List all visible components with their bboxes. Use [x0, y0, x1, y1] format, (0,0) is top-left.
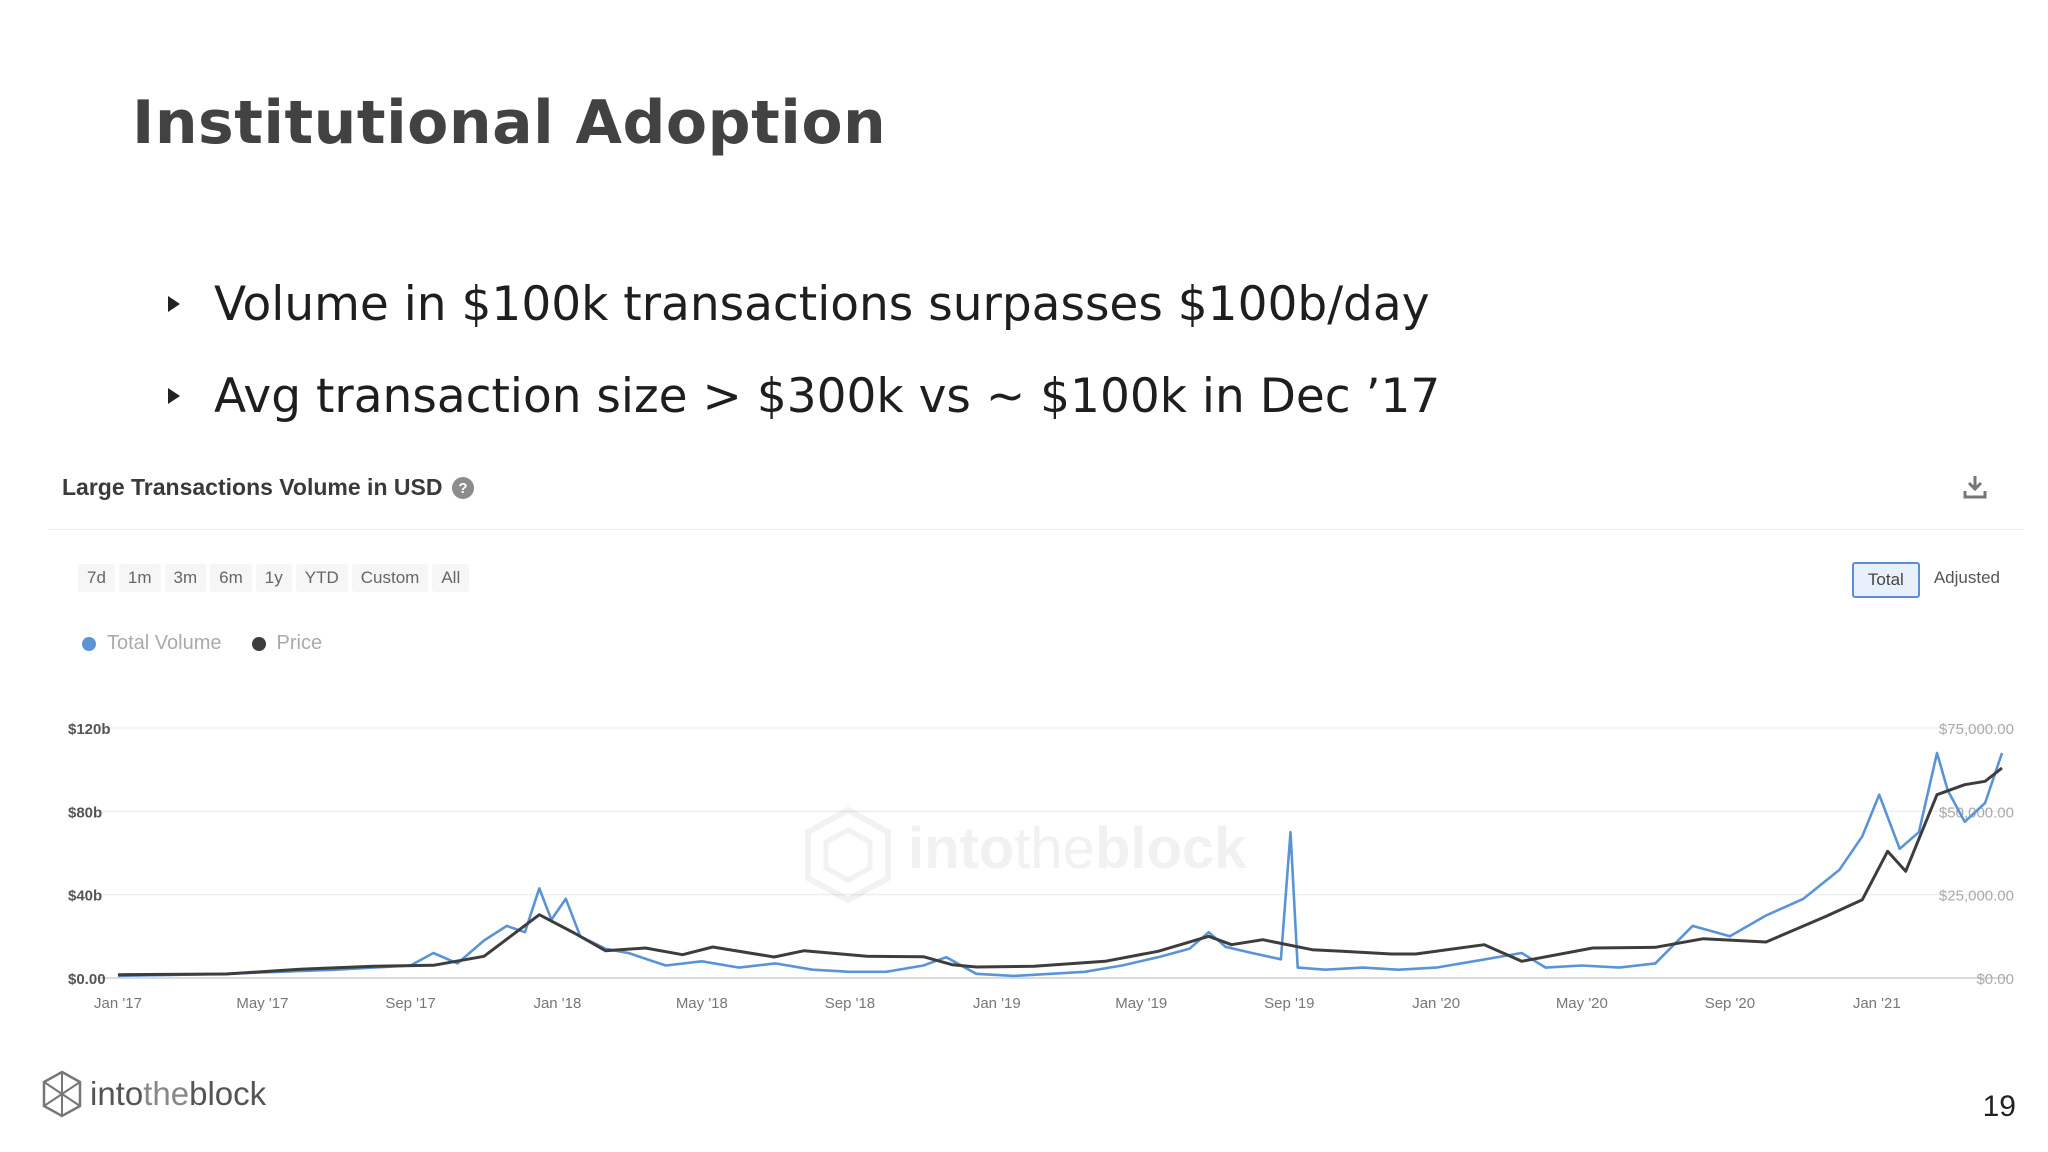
y-right-tick-label: $75,000.00: [1939, 721, 2014, 738]
toggle-adjusted[interactable]: Adjusted: [1933, 568, 2000, 587]
range-button-7d[interactable]: 7d: [78, 564, 115, 592]
x-tick-label: Jan '20: [1412, 995, 1460, 1012]
watermark: intotheblock: [805, 806, 1247, 904]
intotheblock-logo-icon: [42, 1070, 82, 1118]
x-tick-label: May '17: [236, 995, 288, 1012]
x-tick-label: Sep '20: [1705, 995, 1755, 1012]
card-header: Large Transactions Volume in USD ?: [48, 460, 2024, 530]
y-left-tick-label: $80b: [68, 804, 102, 821]
range-button-3m[interactable]: 3m: [164, 564, 207, 592]
help-icon[interactable]: ?: [452, 477, 474, 499]
chart-legend: Total Volume Price: [82, 632, 322, 655]
x-tick-label: Jan '17: [94, 995, 142, 1012]
range-button-all[interactable]: All: [432, 564, 470, 592]
range-button-ytd[interactable]: YTD: [295, 564, 348, 592]
range-button-1m[interactable]: 1m: [118, 564, 161, 592]
logo-text-c: block: [189, 1075, 267, 1112]
x-tick-label: Jan '21: [1853, 995, 1901, 1012]
grid-layer: [98, 727, 2008, 979]
svg-text:intotheblock: intotheblock: [908, 816, 1247, 881]
download-icon[interactable]: [1960, 472, 1990, 502]
series-layer: [117, 751, 2004, 978]
range-selector: 7d 1m 3m 6m 1y YTD Custom All: [78, 564, 473, 592]
total-volume-line: [117, 751, 2004, 978]
bullet-text: Volume in $100k transactions surpasses $…: [214, 276, 1430, 332]
y-right-tick-label: $25,000.00: [1939, 888, 2014, 905]
y-left-tick-label: $0.00: [68, 971, 106, 988]
bullet-triangle-icon: [168, 388, 180, 404]
logo-text-b: the: [143, 1075, 190, 1112]
chart-card: Large Transactions Volume in USD ? 7d 1m…: [48, 460, 2024, 1040]
footer-logo: intotheblock: [42, 1070, 266, 1118]
range-button-custom[interactable]: Custom: [351, 564, 429, 592]
x-tick-label: Jan '18: [533, 995, 581, 1012]
bullet-triangle-icon: [168, 296, 180, 312]
legend-item-price[interactable]: Price: [251, 632, 323, 655]
range-button-1y[interactable]: 1y: [255, 564, 292, 592]
bullet-text: Avg transaction size > $300k vs ~ $100k …: [214, 368, 1441, 424]
y-right-tick-label: $50,000.00: [1939, 804, 2014, 821]
x-tick-label: Sep '17: [385, 995, 435, 1012]
x-tick-label: Sep '18: [825, 995, 875, 1012]
range-button-6m[interactable]: 6m: [210, 564, 252, 592]
page-number: 19: [1982, 1090, 2016, 1123]
x-tick-label: May '20: [1556, 995, 1608, 1012]
watermark-text-b: the: [1014, 816, 1095, 881]
bullet-list: Volume in $100k transactions surpasses $…: [168, 258, 1440, 442]
volume-toggle: Total Adjusted: [1851, 562, 2014, 598]
chart-title: Large Transactions Volume in USD: [62, 474, 443, 500]
legend-label: Total Volume: [107, 632, 222, 654]
toggle-total[interactable]: Total: [1851, 562, 1920, 598]
x-tick-label: Jan '19: [973, 995, 1021, 1012]
bullet-item: Volume in $100k transactions surpasses $…: [168, 258, 1440, 350]
chart-plot: intotheblock $0.00 $40b $80b $120b $0.00 $25,…: [68, 721, 2014, 1012]
watermark-text-a: into: [908, 816, 1014, 881]
footer-logo-text: intotheblock: [90, 1075, 266, 1113]
legend-label: Price: [276, 632, 323, 654]
watermark-text-c: block: [1095, 816, 1247, 881]
price-line: [117, 766, 2003, 977]
bullet-item: Avg transaction size > $300k vs ~ $100k …: [168, 350, 1440, 442]
logo-text-a: into: [90, 1075, 144, 1112]
legend-dot-icon: [82, 636, 96, 651]
x-tick-label: Sep '19: [1264, 995, 1314, 1012]
y-left-tick-label: $120b: [68, 721, 111, 738]
legend-dot-icon: [251, 636, 266, 651]
legend-item-volume[interactable]: Total Volume: [82, 632, 222, 655]
x-tick-label: May '19: [1115, 995, 1167, 1012]
y-right-tick-label: $0.00: [1976, 971, 2014, 988]
y-left-tick-label: $40b: [68, 888, 102, 905]
slide-title: Institutional Adoption: [132, 88, 887, 158]
x-tick-label: May '18: [676, 995, 728, 1012]
